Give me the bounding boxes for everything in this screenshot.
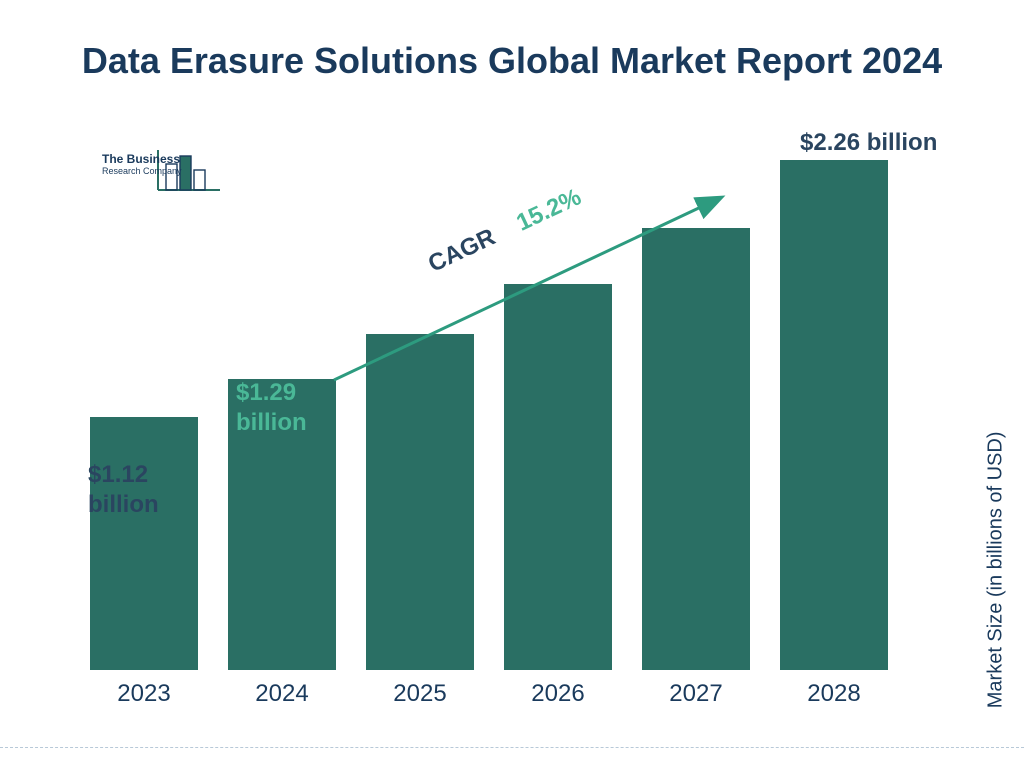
x-label-2023: 2023	[90, 680, 198, 708]
chart-title: Data Erasure Solutions Global Market Rep…	[0, 38, 1024, 83]
bar-2023	[90, 417, 198, 670]
x-label-2027: 2027	[642, 680, 750, 708]
bar-2026	[504, 284, 612, 670]
x-label-2025: 2025	[366, 680, 474, 708]
x-label-2024: 2024	[228, 680, 336, 708]
callout-2024: $1.29 billion	[236, 378, 336, 438]
bar-2025	[366, 334, 474, 670]
y-axis-label: Market Size (in billions of USD)	[985, 432, 1008, 709]
callout-2028: $2.26 billion	[800, 128, 1000, 158]
bottom-divider	[0, 747, 1024, 748]
x-label-2028: 2028	[780, 680, 888, 708]
x-label-2026: 2026	[504, 680, 612, 708]
callout-2023: $1.12 billion	[88, 460, 198, 520]
bar-2028	[780, 160, 888, 670]
bar-2027	[642, 228, 750, 670]
